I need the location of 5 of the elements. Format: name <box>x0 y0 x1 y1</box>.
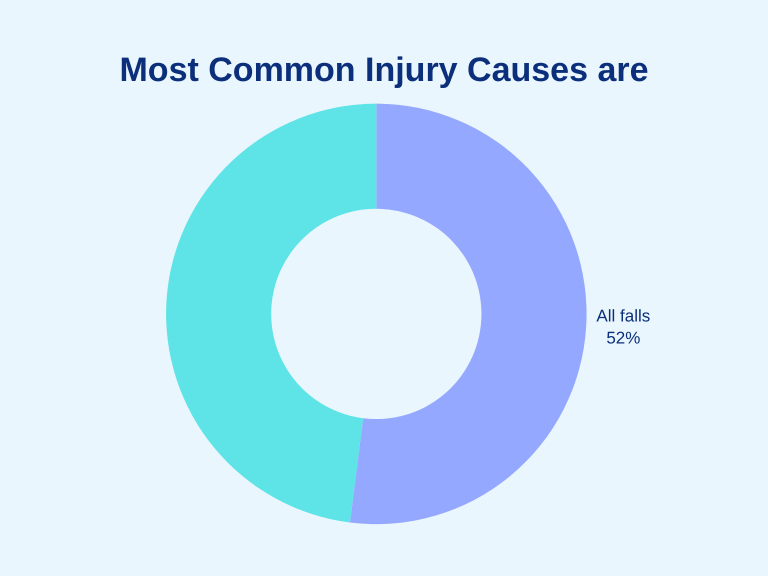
data-label: 52% <box>606 328 640 348</box>
chart-title: Most Common Injury Causes are <box>119 51 649 90</box>
donut-slice <box>350 104 586 524</box>
donut-slice <box>166 104 376 522</box>
slice-label: All falls <box>596 306 650 326</box>
